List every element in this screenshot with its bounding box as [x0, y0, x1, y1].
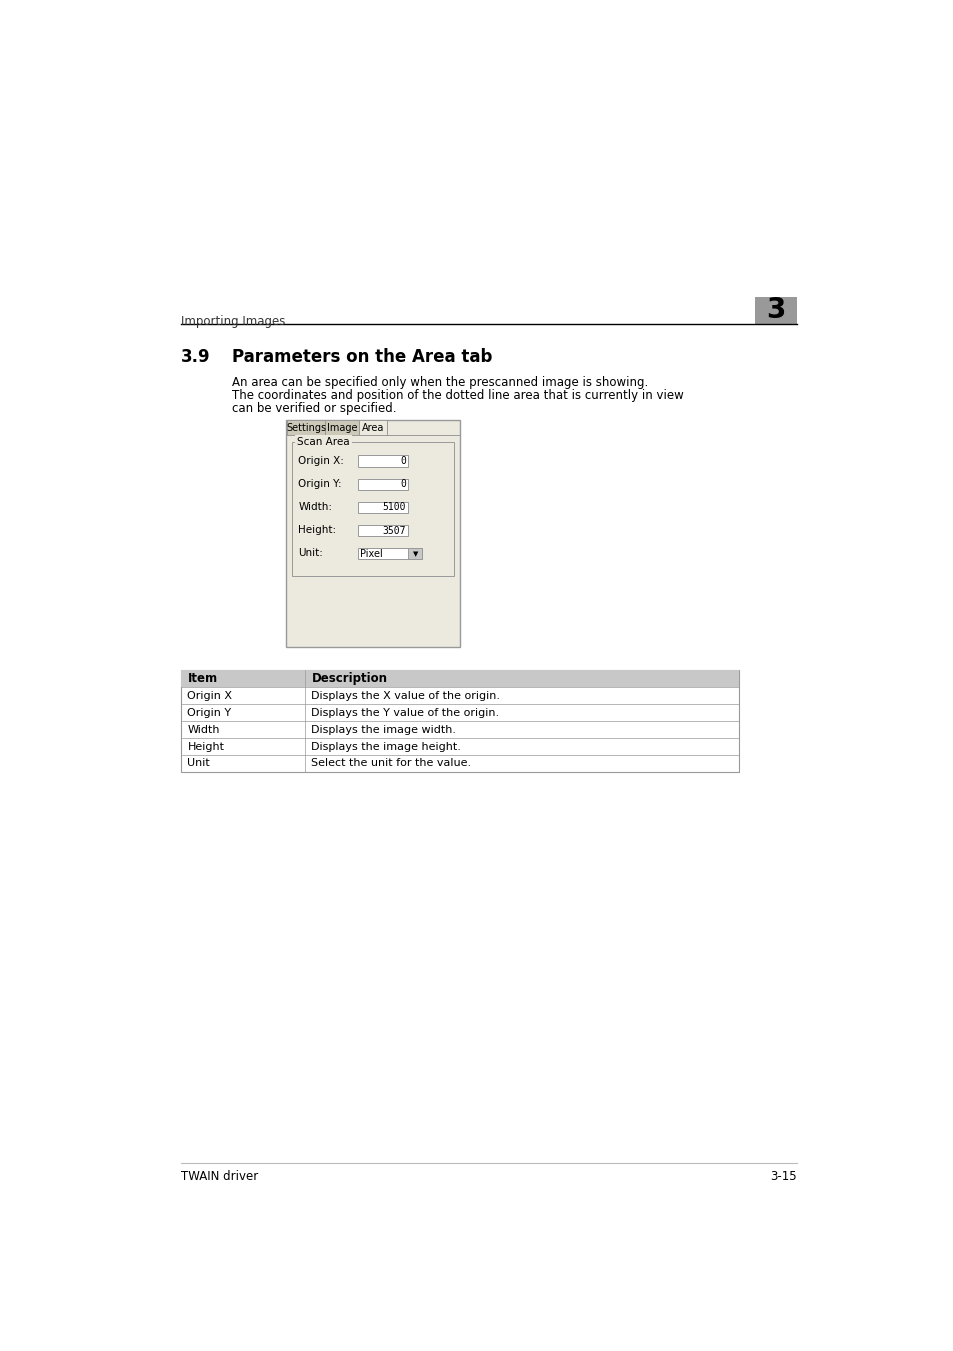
Bar [325, 420, 359, 435]
Text: Height: Height [187, 742, 224, 751]
Text: Importing Images: Importing Images [181, 315, 285, 328]
Text: 3-15: 3-15 [769, 1170, 796, 1183]
Text: Width: Width [187, 724, 220, 735]
Text: Displays the image width.: Displays the image width. [311, 724, 456, 735]
Text: Origin X: Origin X [187, 690, 233, 701]
Bar [359, 420, 387, 435]
Text: Unit: Unit [187, 758, 210, 769]
Text: TWAIN driver: TWAIN driver [181, 1170, 258, 1183]
Text: 0: 0 [399, 480, 406, 489]
Text: The coordinates and position of the dotted line area that is currently in view: The coordinates and position of the dott… [232, 389, 682, 403]
Text: Origin Y: Origin Y [187, 708, 232, 717]
Text: Pixel: Pixel [360, 549, 382, 559]
Text: ▼: ▼ [413, 551, 417, 557]
Text: Item: Item [187, 673, 217, 685]
Text: Scan Area: Scan Area [297, 436, 350, 447]
Text: Area: Area [362, 423, 384, 432]
Bar [357, 455, 408, 467]
Bar [286, 420, 325, 435]
Bar [286, 420, 459, 647]
Text: Origin Y:: Origin Y: [298, 480, 341, 489]
Bar [357, 501, 408, 513]
Text: Height:: Height: [298, 526, 336, 535]
Text: 3: 3 [765, 296, 785, 324]
Text: Unit:: Unit: [298, 549, 323, 558]
Bar [292, 442, 454, 577]
Text: Origin X:: Origin X: [298, 455, 344, 466]
Text: 5100: 5100 [382, 503, 406, 512]
Text: Displays the Y value of the origin.: Displays the Y value of the origin. [311, 708, 499, 717]
Text: Image: Image [327, 423, 357, 432]
Text: Select the unit for the value.: Select the unit for the value. [311, 758, 471, 769]
Text: 3507: 3507 [382, 526, 406, 535]
Text: Displays the image height.: Displays the image height. [311, 742, 461, 751]
Text: Parameters on the Area tab: Parameters on the Area tab [232, 349, 492, 366]
Text: 3.9: 3.9 [181, 349, 211, 366]
Text: can be verified or specified.: can be verified or specified. [232, 403, 395, 415]
Text: Description: Description [311, 673, 387, 685]
Text: Width:: Width: [298, 503, 332, 512]
Bar [357, 549, 422, 559]
Bar [408, 549, 422, 559]
Bar [181, 670, 739, 688]
Text: 0: 0 [399, 457, 406, 466]
Text: Displays the X value of the origin.: Displays the X value of the origin. [311, 690, 500, 701]
Bar [357, 524, 408, 536]
Text: Settings: Settings [286, 423, 326, 432]
Bar [181, 670, 739, 771]
Bar [357, 478, 408, 490]
Bar [754, 297, 797, 324]
Text: An area can be specified only when the prescanned image is showing.: An area can be specified only when the p… [232, 376, 647, 389]
